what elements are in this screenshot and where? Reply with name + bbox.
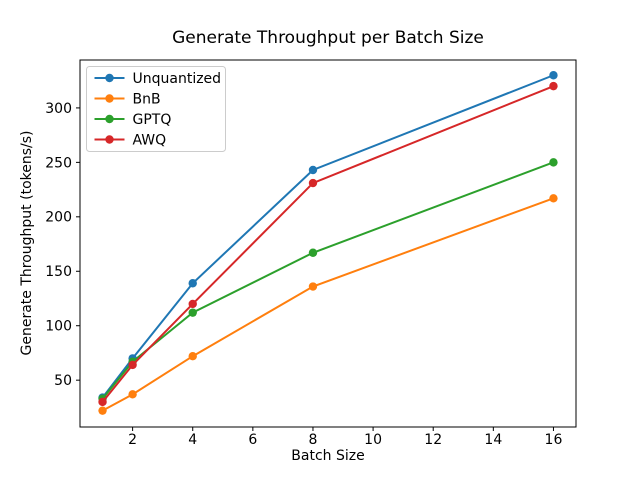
legend-marker-bnb (105, 94, 114, 103)
x-tick-label: 12 (424, 432, 442, 448)
series-marker-awq (188, 299, 197, 309)
y-tick-label: 150 (45, 264, 72, 280)
series-marker-gptq (549, 158, 558, 167)
x-tick-label: 4 (188, 432, 197, 448)
legend-marker-unquantized (105, 73, 114, 83)
series-marker-awq (98, 397, 107, 407)
x-tick-label: 2 (128, 432, 137, 448)
series-marker-unquantized (308, 165, 318, 175)
y-tick-label: 200 (45, 210, 72, 226)
series-marker-awq (549, 81, 558, 91)
series-marker-awq (308, 178, 318, 188)
series-marker-unquantized (188, 279, 197, 288)
series-marker-bnb (128, 390, 137, 399)
y-tick-label: 100 (45, 319, 72, 335)
chart-title: Generate Throughput per Batch Size (172, 28, 484, 48)
legend-marker-awq (105, 135, 114, 144)
x-tick-label: 14 (484, 432, 502, 448)
y-tick-label: 300 (45, 101, 72, 117)
x-tick-label: 16 (545, 432, 563, 448)
y-tick-label: 50 (54, 373, 72, 389)
legend-box (86, 66, 226, 152)
series-marker-unquantized (549, 71, 558, 80)
series-marker-bnb (98, 406, 107, 415)
series-marker-bnb (549, 194, 558, 203)
y-axis-label: Generate Throughput (tokens/s) (19, 130, 35, 356)
legend-marker-gptq (105, 114, 114, 124)
series-marker-gptq (188, 308, 197, 317)
x-axis-label: Batch Size (291, 448, 365, 464)
series-marker-bnb (308, 282, 318, 291)
legend-label-unquantized: Unquantized (133, 71, 222, 87)
series-marker-bnb (188, 352, 197, 361)
x-tick-label: 10 (364, 432, 382, 448)
series-marker-gptq (308, 248, 318, 257)
x-tick-label: 8 (309, 432, 318, 448)
series-marker-awq (128, 360, 137, 370)
legend-label-gptq: GPTQ (133, 112, 172, 128)
y-tick-label: 250 (45, 155, 72, 171)
legend-label-awq: AWQ (133, 132, 167, 148)
legend-label-bnb: BnB (133, 91, 161, 107)
x-tick-label: 6 (248, 432, 257, 448)
